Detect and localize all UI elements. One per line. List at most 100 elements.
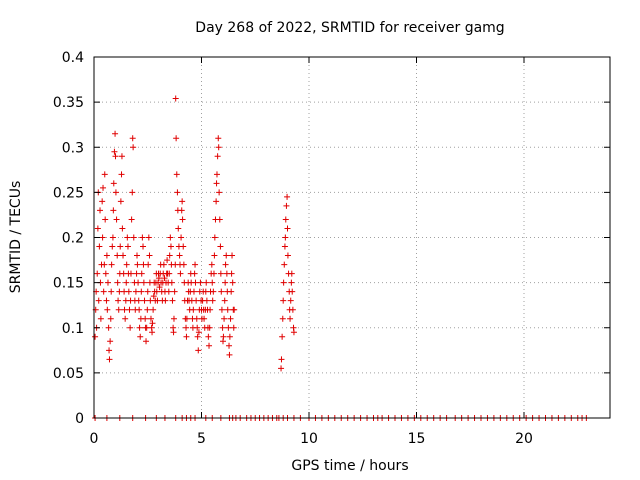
data-point (289, 306, 296, 313)
data-point (221, 297, 228, 304)
data-point (205, 333, 212, 340)
data-point (134, 252, 140, 259)
data-point (113, 216, 120, 223)
data-point (221, 315, 228, 322)
data-point (195, 329, 202, 336)
data-point (149, 329, 156, 336)
data-point (123, 279, 130, 286)
data-point (218, 306, 225, 313)
data-point (106, 347, 113, 354)
data-point (118, 153, 125, 160)
data-point (127, 324, 134, 331)
data-point (280, 279, 287, 286)
data-point (150, 306, 157, 313)
data-point (208, 261, 215, 268)
data-point (125, 288, 132, 295)
data-point (222, 261, 229, 268)
data-point (161, 275, 168, 282)
data-point (119, 225, 126, 232)
data-point (129, 135, 136, 142)
data-point (144, 288, 151, 295)
data-point (143, 338, 150, 345)
data-point (230, 324, 237, 331)
data-point (225, 324, 232, 331)
data-point (180, 243, 187, 250)
data-point (210, 270, 217, 277)
data-point (126, 306, 133, 313)
data-point (228, 288, 235, 295)
data-point (206, 342, 213, 349)
data-point (169, 297, 176, 304)
data-point (213, 171, 220, 178)
data-point (120, 252, 127, 259)
y-tick-label: 0.2 (62, 231, 84, 247)
data-point (100, 288, 107, 295)
data-point (144, 306, 151, 313)
data-point (282, 234, 289, 241)
data-point (290, 329, 297, 336)
data-point (112, 189, 119, 196)
data-points (92, 95, 590, 421)
data-point (203, 279, 210, 286)
data-point (211, 234, 218, 241)
data-point (129, 189, 136, 196)
data-point (101, 261, 108, 268)
data-point (279, 333, 286, 340)
data-point (94, 270, 101, 277)
data-point (124, 243, 131, 250)
data-point (112, 130, 119, 137)
data-point (107, 338, 114, 345)
data-point (223, 252, 230, 259)
data-point (100, 184, 107, 191)
data-point (207, 306, 214, 313)
data-point (179, 216, 186, 223)
data-point (287, 315, 294, 322)
data-point (226, 342, 233, 349)
data-point (127, 270, 134, 277)
data-point (168, 279, 175, 286)
data-point (279, 315, 286, 322)
data-point (191, 270, 198, 277)
data-point (108, 288, 115, 295)
y-tick-label: 0.25 (53, 185, 84, 201)
data-point (220, 333, 227, 340)
data-point (281, 261, 288, 268)
data-point (111, 148, 118, 155)
data-point (128, 216, 135, 223)
data-point (217, 243, 224, 250)
data-point (183, 324, 190, 331)
data-point (96, 243, 103, 250)
data-point (171, 288, 178, 295)
data-point (190, 306, 197, 313)
data-point (138, 288, 145, 295)
data-point (197, 279, 204, 286)
data-point (99, 234, 106, 241)
chart-title: Day 268 of 2022, SRMTID for receiver gam… (195, 20, 504, 36)
data-point (210, 288, 217, 295)
data-point (175, 225, 182, 232)
data-point (162, 297, 169, 304)
data-point (99, 198, 106, 205)
data-point (124, 234, 131, 241)
data-point (165, 288, 172, 295)
x-tick-label: 10 (300, 431, 318, 447)
data-point (103, 252, 110, 259)
data-point (164, 257, 171, 264)
data-point (142, 315, 149, 322)
data-point (109, 234, 116, 241)
data-point (135, 297, 142, 304)
data-point (97, 207, 104, 214)
data-point (215, 144, 222, 151)
axis-ticks: 0 0.05 0.1 0.15 0.2 0.25 0.3 0.35 0.4 0 5 10 15 20 (53, 50, 610, 447)
data-point (206, 324, 213, 331)
data-point (231, 306, 238, 313)
data-point (106, 356, 113, 363)
data-point (281, 243, 288, 250)
data-point (117, 243, 124, 250)
data-point (167, 234, 174, 241)
data-point (278, 365, 285, 372)
data-point (102, 216, 109, 223)
data-point (94, 225, 101, 232)
data-point (218, 288, 225, 295)
data-point (179, 198, 186, 205)
